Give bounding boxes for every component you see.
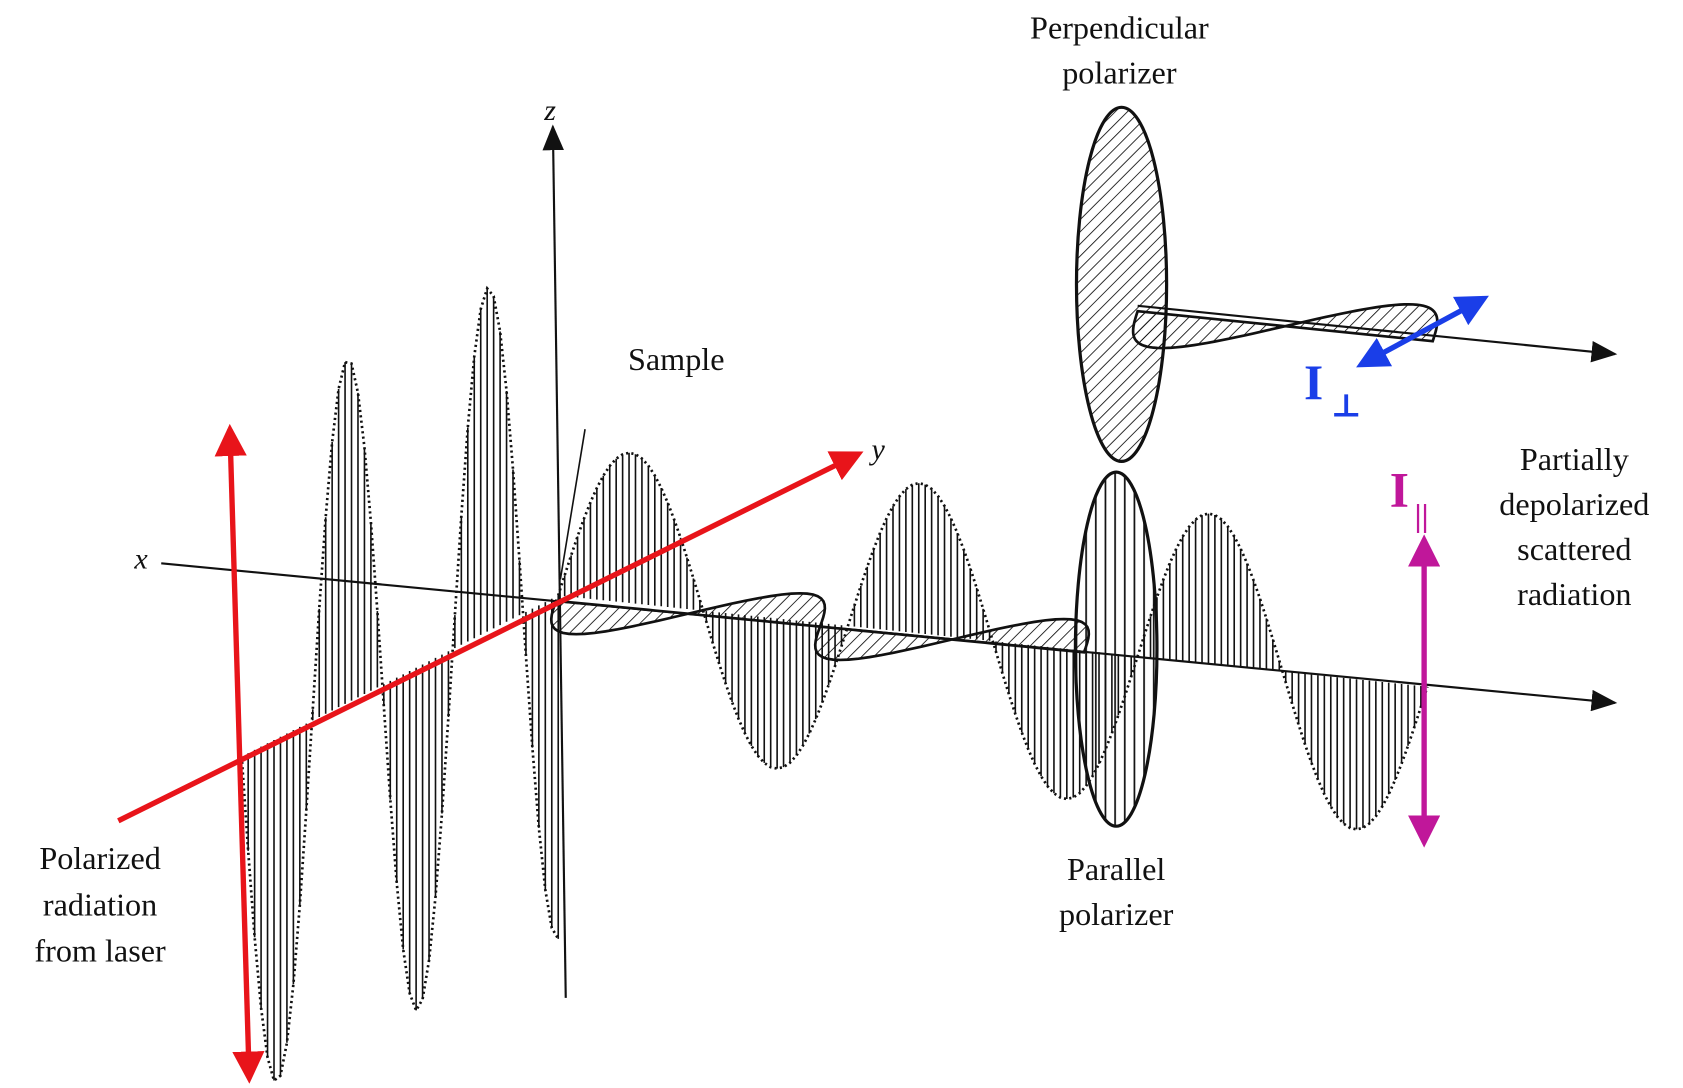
label: radiation: [1517, 576, 1631, 612]
ribbon: [549, 591, 1091, 662]
label: Partially: [1520, 441, 1629, 477]
label: scattered: [1517, 531, 1631, 567]
z-axis: [542, 124, 567, 998]
intensity-symbol: I: [1390, 462, 1409, 517]
laser-polarization-arrow: [214, 423, 265, 1084]
perpendicular-polarizer: [1074, 105, 1169, 463]
intensity-subscript: ||: [1414, 497, 1428, 533]
label: Parallel: [1067, 851, 1165, 887]
intensity-symbol: I: [1304, 355, 1323, 410]
label: from laser: [34, 932, 166, 968]
label: Polarized: [39, 840, 161, 876]
axis-label: y: [869, 433, 886, 466]
axis-label: x: [133, 543, 148, 576]
waves: [240, 285, 1429, 1083]
label: radiation: [43, 886, 157, 922]
perpendicular-arrow: [1356, 295, 1489, 368]
label: depolarized: [1499, 486, 1649, 522]
label: Perpendicular: [1030, 10, 1209, 46]
sample-pointer: [559, 429, 586, 580]
label: Sample: [628, 341, 725, 377]
intensity-subscript: ⊥: [1331, 387, 1362, 423]
label: polarizer: [1059, 896, 1174, 932]
y-axis-arrow: [117, 451, 864, 824]
label: polarizer: [1062, 55, 1177, 91]
axis-label: z: [543, 94, 556, 127]
parallel-polarizer: [1073, 470, 1159, 828]
wave-outline: [240, 285, 560, 1083]
